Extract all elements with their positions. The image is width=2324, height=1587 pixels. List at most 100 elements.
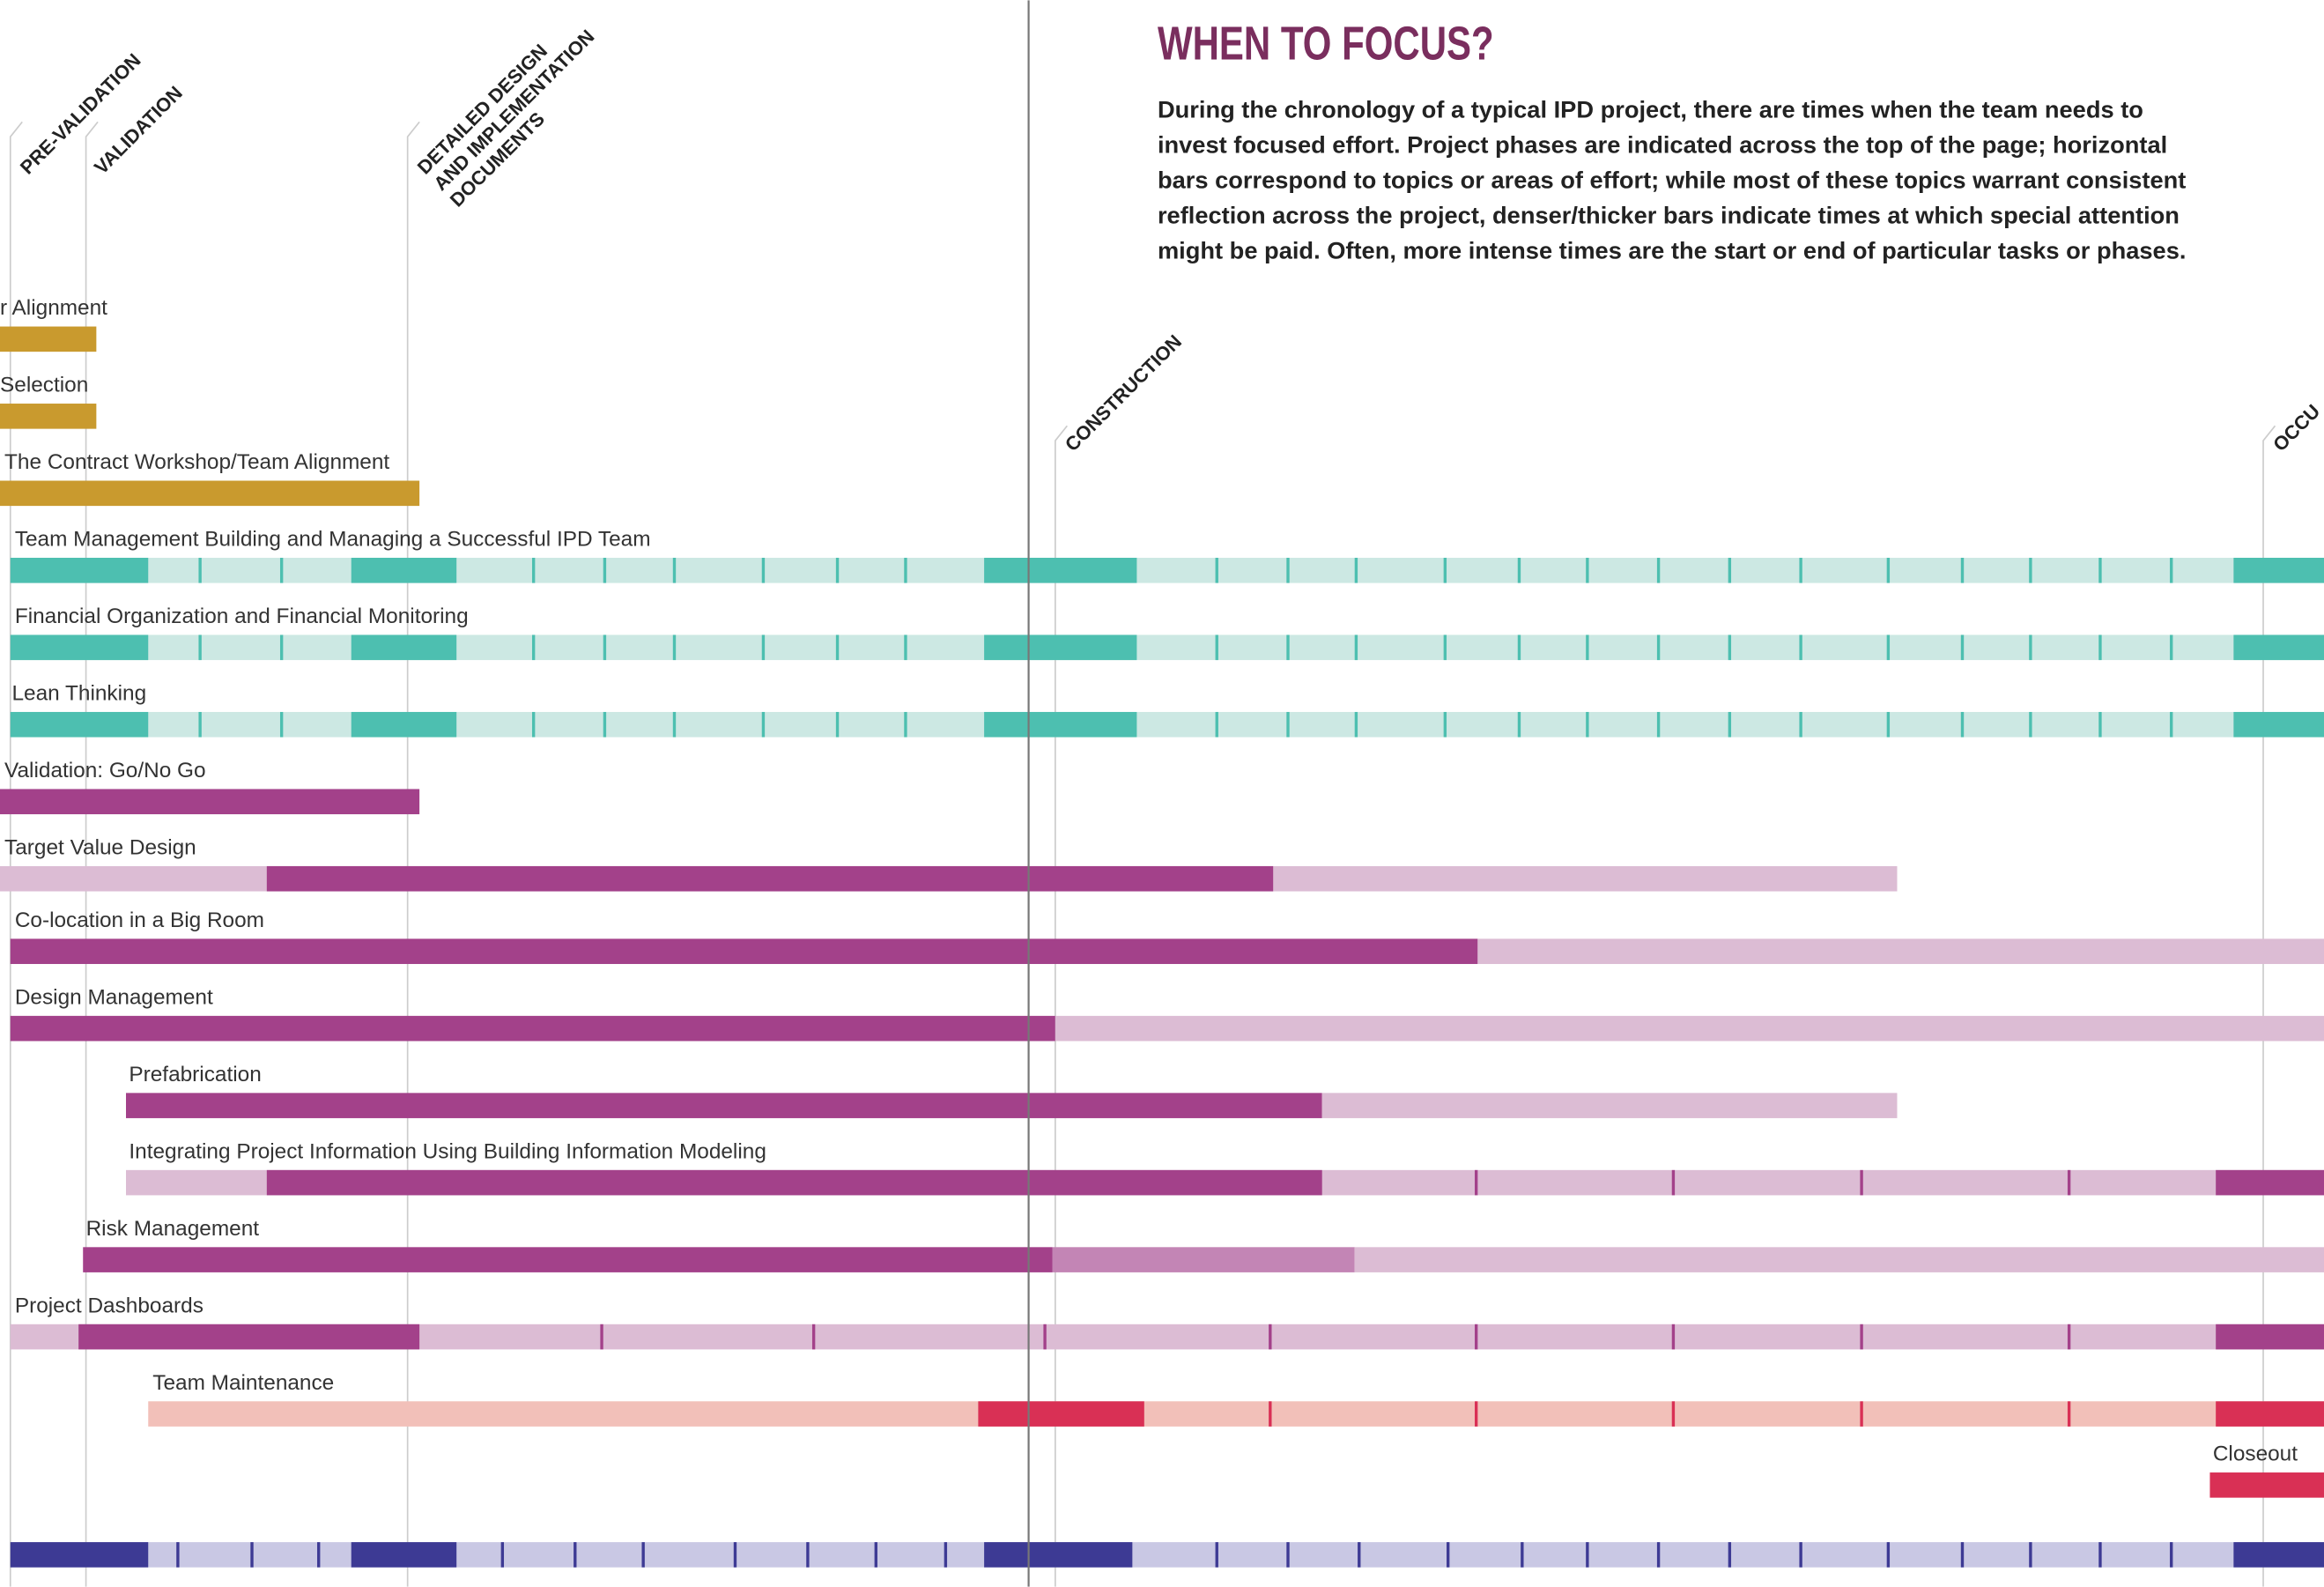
bar-tick [1960,557,1965,583]
bar-tick [1656,634,1661,661]
row-label: Co-location in a Big Room [15,908,264,932]
bar-tick [2170,711,2173,738]
bar-segment [266,865,1274,892]
bar-tick [1586,1542,1589,1568]
bar-tick [1354,711,1358,738]
bar-tick [733,1542,737,1568]
bar-tick [1886,634,1891,661]
bar-tick [1799,1542,1802,1568]
bar-tick [279,634,284,661]
description-line: might be paid. Often, more intense times… [1158,236,2187,263]
row-label: Prefabrication [129,1063,261,1086]
bar-segment [10,1542,149,1568]
bar-tick [1860,1401,1863,1427]
bar-tick [806,1542,810,1568]
bar-tick [1286,711,1290,738]
bar-tick [1728,634,1732,661]
description-line: bars correspond to topics or areas of ef… [1158,166,2186,193]
phase-label: CONSTRUCTION [1061,330,1186,456]
bar-tick [574,1542,577,1568]
bar-tick [317,1542,321,1568]
bar-tick [1269,1401,1272,1427]
bar-tick [1474,1324,1478,1350]
description-line: reflection across the project, denser/th… [1158,201,2180,228]
bar-tick [641,1542,645,1568]
bar-tick [198,634,202,661]
bar-segment [2233,1542,2324,1568]
phase-line [1055,425,1068,1587]
bar-tick [1886,711,1891,738]
bar-segment [984,711,1137,738]
bar-tick [1886,557,1891,583]
bar-tick [672,557,677,583]
bar-tick [2170,1542,2173,1568]
bar-tick [1960,634,1965,661]
bar-tick [1586,634,1589,661]
bar-segment [984,557,1137,583]
bar-segment [0,326,97,352]
bar-segment [2233,557,2324,583]
bar-tick [1656,711,1661,738]
bar-tick [1728,1542,1732,1568]
bar-tick [1215,1542,1218,1568]
bar-tick [1671,1169,1676,1196]
bar-tick [1521,1542,1524,1568]
bar-segment [1052,1247,1355,1272]
bar-tick [672,634,677,661]
bar-tick [2098,1542,2102,1568]
bar-tick [835,711,840,738]
bar-tick [1474,1401,1478,1427]
bar-tick [1215,557,1218,583]
bar-tick [1799,557,1802,583]
bar-tick [1960,711,1965,738]
bar-segment [351,634,457,661]
phase-line [406,121,420,1587]
bar-tick [603,557,607,583]
bar-tick [603,634,607,661]
bar-segment [978,1401,1144,1427]
row-label: Integrating Project Information Using Bu… [129,1139,766,1163]
row-label: Design Management [15,985,213,1009]
bar-tick [1443,634,1447,661]
description-line: During the chronology of a typical IPD p… [1158,95,2143,122]
bar-tick [1517,711,1521,738]
bar-tick [944,1542,948,1568]
bar-segment [0,789,420,815]
bar-tick [198,557,202,583]
row-label: Target Value Design [4,835,196,859]
bar-tick [672,711,677,738]
bar-segment [2216,1324,2324,1350]
bar-tick [1671,1324,1676,1350]
phase-line [2262,425,2276,1587]
bar-segment [984,1542,1133,1568]
bar-tick [531,634,536,661]
bar-tick [1860,1169,1863,1196]
bar-tick [1286,1542,1290,1568]
bar-tick [2098,634,2102,661]
title: WHEN TO FOCUS? [1158,18,1494,70]
bar-segment [10,1015,1055,1042]
bar-tick [1728,711,1732,738]
bar-tick [1799,634,1802,661]
bar-tick [500,1542,505,1568]
bar-segment [1055,1015,2324,1042]
bar-tick [1286,634,1290,661]
bar-segment [2233,634,2324,661]
bar-tick [1358,1542,1361,1568]
phase-label: AND IMPLEMENTATION [429,26,598,195]
bar-tick [603,711,607,738]
bar-segment [10,557,149,583]
bar-segment [126,1093,1322,1118]
row-label: Team Management Building and Managing a … [15,528,651,552]
bar-tick [1960,1542,1965,1568]
phase-label: PRE-VALIDATION [16,49,145,179]
bar-tick [250,1542,254,1568]
bar-segment [78,1324,420,1350]
row-label: Financial Organization and Financial Mon… [15,604,469,628]
bar-tick [1043,1324,1047,1350]
bar-tick [1860,1324,1863,1350]
phase-label: OCCU [2268,400,2324,456]
bar-segment [351,557,457,583]
row-label: Team Maintenance [152,1371,334,1395]
